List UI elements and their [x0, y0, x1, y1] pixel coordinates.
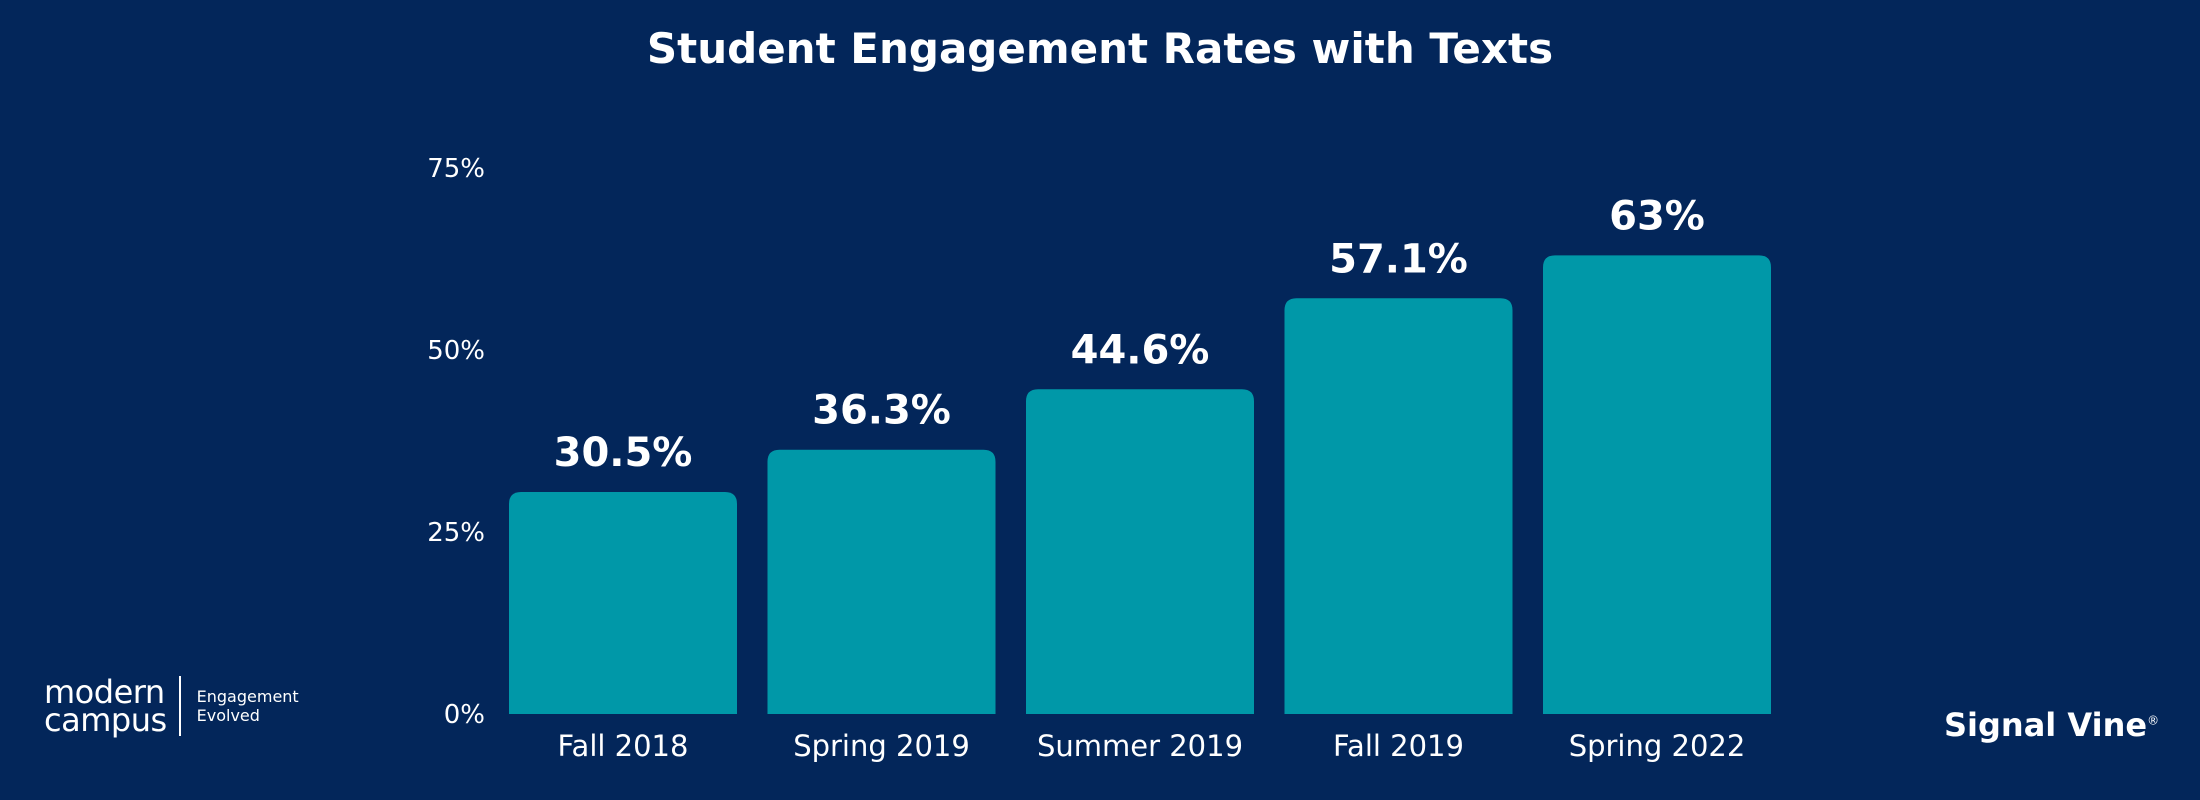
modern-campus-logo: modern campus Engagement Evolved — [44, 676, 299, 736]
y-tick-label: 25% — [427, 518, 485, 548]
data-label: 36.3% — [812, 388, 951, 434]
x-tick-label: Spring 2022 — [1569, 729, 1746, 763]
logo-text: campus — [44, 701, 167, 739]
bar — [509, 491, 737, 714]
bar — [1026, 389, 1254, 714]
x-tick-label: Fall 2019 — [1333, 729, 1464, 763]
y-tick-label: 0% — [444, 700, 485, 730]
signal-vine-logo: Signal Vine® — [1944, 706, 2160, 744]
bar — [767, 449, 996, 714]
x-tick-label: Spring 2019 — [793, 729, 970, 763]
logo-text: modern — [44, 673, 165, 711]
x-tick-label: Summer 2019 — [1037, 729, 1243, 763]
bar — [1543, 255, 1771, 715]
logo-tagline: Evolved — [196, 706, 260, 725]
y-tick-label: 50% — [427, 336, 485, 366]
logo-tagline: Engagement — [196, 687, 299, 706]
data-label: 30.5% — [554, 430, 693, 476]
logo-divider — [178, 676, 181, 736]
y-tick-label: 75% — [427, 154, 485, 184]
x-tick-label: Fall 2018 — [558, 729, 689, 763]
bar — [1284, 298, 1513, 714]
data-label: 63% — [1609, 193, 1705, 239]
data-label: 44.6% — [1071, 327, 1210, 373]
data-label: 57.1% — [1329, 236, 1468, 282]
logo-text: Signal Vine — [1944, 706, 2148, 744]
chart-title: Student Engagement Rates with Texts — [646, 24, 1554, 73]
